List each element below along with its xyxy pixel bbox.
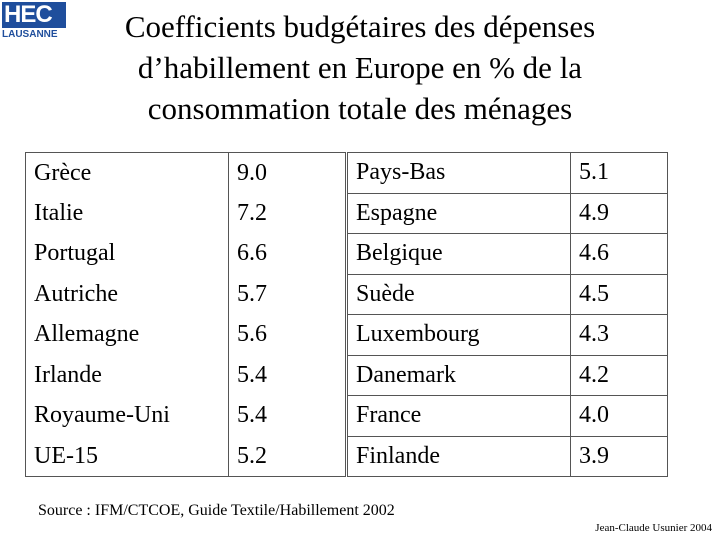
- table-row: Luxembourg 4.3: [347, 314, 668, 356]
- country-cell: Portugal: [25, 233, 229, 274]
- value-cell: 6.6: [237, 240, 267, 267]
- country-cell: Pays-Bas: [347, 152, 571, 194]
- source: Source : IFM/CTCOE, Guide Textile/Habill…: [38, 502, 395, 519]
- table-row: Portugal 6.6: [25, 233, 346, 274]
- logo-place: LAUSANNE: [2, 29, 58, 40]
- value-cell: 4.2: [570, 354, 668, 396]
- table-row: Suède 4.5: [347, 273, 668, 315]
- country-cell: Autriche: [25, 274, 229, 315]
- value-cell: 7.2: [237, 199, 267, 226]
- value-cell: 4.5: [570, 273, 668, 315]
- table: Pays-Bas 5.1 Espagne 4.9 Belgique 4.6 Suède 4.5…: [347, 152, 668, 477]
- country-cell: Grèce: [25, 152, 229, 193]
- table-row: France 4.0: [347, 395, 668, 437]
- table-row: Danemark 4.2: [347, 354, 668, 396]
- value-cell: 4.3: [570, 314, 668, 356]
- country-cell: France: [347, 395, 571, 437]
- value-cell: 5.7: [237, 280, 267, 307]
- value-cell: 5.1: [570, 152, 668, 194]
- table-row: Espagne 4.9: [347, 192, 668, 234]
- table-row: Royaume-Uni 5.4: [25, 395, 346, 436]
- table-row: Autriche 5.7: [25, 274, 346, 315]
- value-cell: 5.4: [237, 361, 267, 388]
- country-cell: Belgique: [347, 233, 571, 275]
- value-cell: 5.6: [237, 321, 267, 348]
- country-cell: Irlande: [25, 355, 229, 396]
- country-cell: Italie: [25, 193, 229, 234]
- country-cell: Finlande: [347, 435, 571, 477]
- table-row: Finlande 3.9: [347, 435, 668, 477]
- table-row: Italie 7.2: [25, 193, 346, 234]
- country-cell: Espagne: [347, 192, 571, 234]
- table-row: UE-15 5.2: [25, 436, 346, 477]
- country-cell: Luxembourg: [347, 314, 571, 356]
- table: Grèce 9.0 Italie 7.2 Portugal 6.6 Autriche 5.7 A…: [25, 152, 346, 477]
- country-cell: UE-15: [25, 436, 229, 477]
- title: Coefficients budgétaires des dépenses d’…: [124, 9, 596, 126]
- value-cell: 4.6: [570, 233, 668, 275]
- country-cell: Allemagne: [25, 314, 229, 355]
- table-row: Allemagne 5.6: [25, 314, 346, 355]
- country-cell: Suède: [347, 273, 571, 315]
- value-cell: 9.0: [237, 159, 267, 186]
- value-cell: 4.9: [570, 192, 668, 234]
- table-row: Pays-Bas 5.1: [347, 152, 668, 194]
- table-row: Irlande 5.4: [25, 355, 346, 396]
- logo-name: HEC: [2, 2, 66, 28]
- country-cell: Royaume-Uni: [25, 395, 229, 436]
- value-cell: 3.9: [570, 435, 668, 477]
- value-cell: 5.4: [237, 402, 267, 429]
- value-cell: 5.2: [237, 442, 267, 469]
- author: Jean-Claude Usunier 2004: [595, 522, 712, 534]
- country-cell: Danemark: [347, 354, 571, 396]
- logo: HEC LAUSANNE: [2, 2, 66, 40]
- value-cell: 4.0: [570, 395, 668, 437]
- table-row: Grèce 9.0: [25, 152, 346, 193]
- table-row: Belgique 4.6: [347, 233, 668, 275]
